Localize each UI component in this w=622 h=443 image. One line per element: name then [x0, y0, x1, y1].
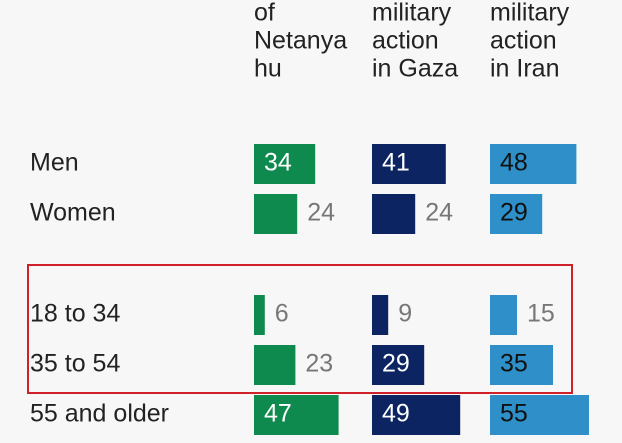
value-label: 6	[275, 300, 289, 328]
bar	[490, 295, 517, 335]
column-header: in Gaza	[372, 55, 458, 83]
bar	[372, 345, 425, 385]
bar	[254, 144, 316, 184]
value-label: 34	[264, 149, 292, 177]
value-label: 29	[500, 199, 528, 227]
row-label: 18 to 34	[30, 300, 120, 328]
column-header: military	[372, 0, 452, 27]
value-label: 24	[307, 199, 335, 227]
row-label: Men	[30, 149, 79, 177]
value-label: 9	[398, 300, 412, 328]
bar	[372, 144, 446, 184]
highlight-box	[27, 264, 573, 394]
value-label: 24	[425, 199, 453, 227]
row-label: 35 to 54	[30, 350, 120, 378]
bar	[254, 194, 298, 234]
value-label: 47	[264, 400, 292, 428]
bar	[254, 345, 296, 385]
bar	[372, 194, 416, 234]
column-header: Netanya	[254, 27, 347, 55]
value-label: 48	[500, 149, 528, 177]
bar	[372, 295, 389, 335]
bar	[490, 144, 577, 184]
value-label: 35	[500, 350, 528, 378]
bar	[254, 295, 265, 335]
bar	[490, 345, 553, 385]
value-label: 55	[500, 400, 528, 428]
bar	[490, 194, 543, 234]
value-label: 23	[305, 350, 333, 378]
bar	[254, 395, 339, 435]
row-label: 55 and older	[30, 400, 169, 428]
column-header: of	[254, 0, 275, 27]
column-header: action	[490, 27, 557, 55]
value-label: 29	[382, 350, 410, 378]
column-header: action	[372, 27, 439, 55]
value-label: 49	[382, 400, 410, 428]
value-label: 15	[527, 300, 555, 328]
row-label: Women	[30, 199, 116, 227]
column-header: hu	[254, 55, 282, 83]
bar	[490, 395, 589, 435]
bar	[372, 395, 461, 435]
column-header: military	[490, 0, 570, 27]
column-header: in Iran	[490, 55, 559, 83]
value-label: 41	[382, 149, 410, 177]
